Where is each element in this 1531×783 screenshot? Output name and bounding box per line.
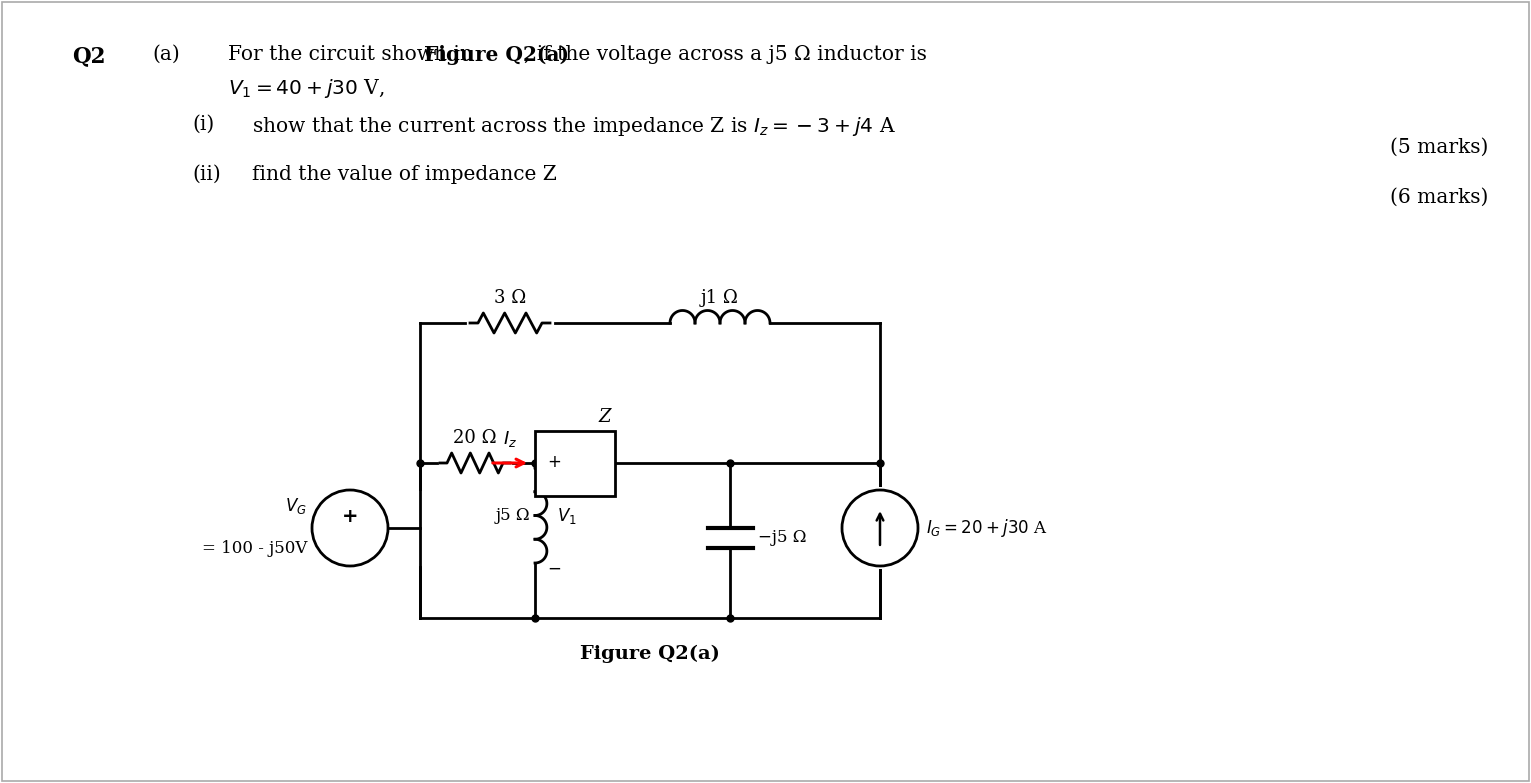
Text: (ii): (ii): [191, 165, 220, 184]
Text: Q2: Q2: [72, 45, 106, 67]
Text: (5 marks): (5 marks): [1390, 138, 1488, 157]
Text: show that the current across the impedance Z is $I_z = -3 + j4$ A: show that the current across the impedan…: [253, 115, 896, 138]
Text: Figure Q2(a): Figure Q2(a): [424, 45, 570, 65]
Bar: [839, 487, 922, 569]
Text: +: +: [547, 453, 560, 471]
Text: Z: Z: [599, 409, 611, 427]
Text: (a): (a): [152, 45, 179, 64]
Text: $I_G = 20 +j30$ A: $I_G = 20 +j30$ A: [926, 517, 1047, 539]
Text: $V_1 = 40 + j30$ V,: $V_1 = 40 + j30$ V,: [228, 77, 384, 100]
Bar: [534, 431, 615, 496]
Text: j1 Ω: j1 Ω: [701, 289, 739, 307]
Text: 20 Ω: 20 Ω: [453, 429, 498, 447]
Text: $V_G$: $V_G$: [285, 496, 308, 516]
Circle shape: [312, 490, 387, 566]
Text: −j5 Ω: −j5 Ω: [758, 529, 807, 547]
Text: (i): (i): [191, 115, 214, 134]
Text: (6 marks): (6 marks): [1390, 188, 1488, 207]
Text: find the value of impedance Z: find the value of impedance Z: [253, 165, 557, 184]
Bar: [309, 487, 390, 569]
Circle shape: [842, 490, 919, 566]
Text: , if the voltage across a j5 Ω inductor is: , if the voltage across a j5 Ω inductor …: [524, 45, 926, 64]
Text: For the circuit shown in: For the circuit shown in: [228, 45, 479, 64]
Text: $V_1$: $V_1$: [557, 506, 577, 525]
Text: $I_z$: $I_z$: [502, 429, 517, 449]
Text: Figure Q2(a): Figure Q2(a): [580, 645, 720, 663]
Text: −: −: [547, 560, 560, 578]
Text: 3 Ω: 3 Ω: [495, 289, 527, 307]
Text: +: +: [341, 507, 358, 526]
Text: = 100 - j50V: = 100 - j50V: [202, 540, 308, 557]
Text: j5 Ω: j5 Ω: [496, 507, 530, 524]
